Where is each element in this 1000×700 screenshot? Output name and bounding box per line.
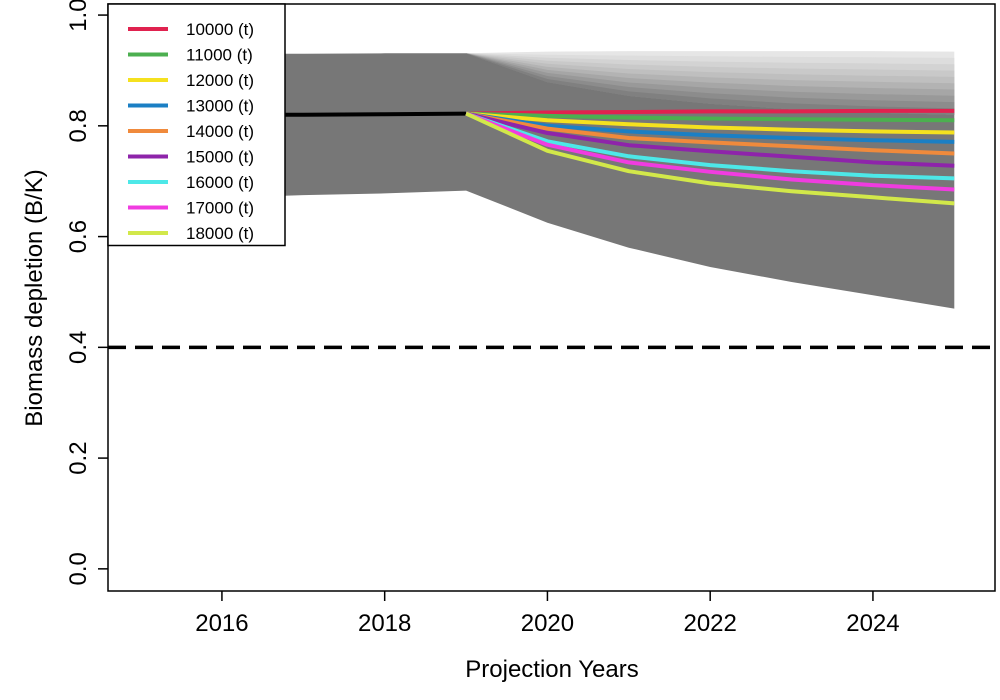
x-tick-label: 2016 (195, 610, 248, 637)
series-line-5 (465, 111, 955, 156)
y-tick-label: 0.0 (65, 552, 92, 585)
legend: 10000 (t) 11000 (t) 12000 (t) 13000 (t) 1400… (107, 3, 286, 247)
fan-quantile-9 (466, 53, 955, 115)
x-tick-label: 2020 (521, 610, 574, 637)
legend-label: 12000 (t) (186, 71, 254, 90)
legend-label: 18000 (t) (186, 224, 254, 243)
upper-uncertainty-fan (466, 51, 955, 115)
y-axis-label: Biomass depletion (B/K) (21, 169, 48, 426)
series-line-1 (466, 108, 955, 116)
legend-box (107, 3, 286, 247)
series-layer (465, 108, 955, 206)
y-tick-label: 1.0 (65, 0, 92, 32)
series-line-8 (465, 111, 955, 192)
y-tick-label: 0.8 (65, 109, 92, 142)
x-axis-label: Projection Years (465, 656, 638, 683)
plot-frame (107, 3, 996, 592)
legend-label: 11000 (t) (186, 46, 253, 65)
series-line-7 (465, 111, 955, 181)
series-line-4 (465, 111, 955, 144)
y-tick-label: 0.4 (65, 331, 92, 364)
x-axis: 2016 2018 2020 2022 2024 (195, 591, 900, 637)
legend-label: 14000 (t) (186, 122, 254, 141)
series-line-2 (466, 111, 955, 123)
x-tick-label: 2022 (683, 610, 736, 637)
x-tick-label: 2018 (358, 610, 411, 637)
legend-label: 16000 (t) (186, 173, 254, 192)
fan-quantile-10 (466, 53, 955, 115)
legend-label: 13000 (t) (186, 97, 254, 116)
series-line-9 (465, 111, 955, 206)
legend-label: 10000 (t) (186, 20, 254, 39)
series-line-6 (465, 111, 955, 168)
series-line-3 (465, 111, 955, 135)
y-tick-label: 0.6 (65, 220, 92, 253)
legend-label: 17000 (t) (186, 199, 254, 218)
y-tick-label: 0.2 (65, 441, 92, 474)
x-tick-label: 2024 (846, 610, 899, 637)
y-axis: 0.0 0.2 0.4 0.6 0.8 1.0 (65, 0, 108, 585)
legend-label: 15000 (t) (186, 148, 254, 167)
